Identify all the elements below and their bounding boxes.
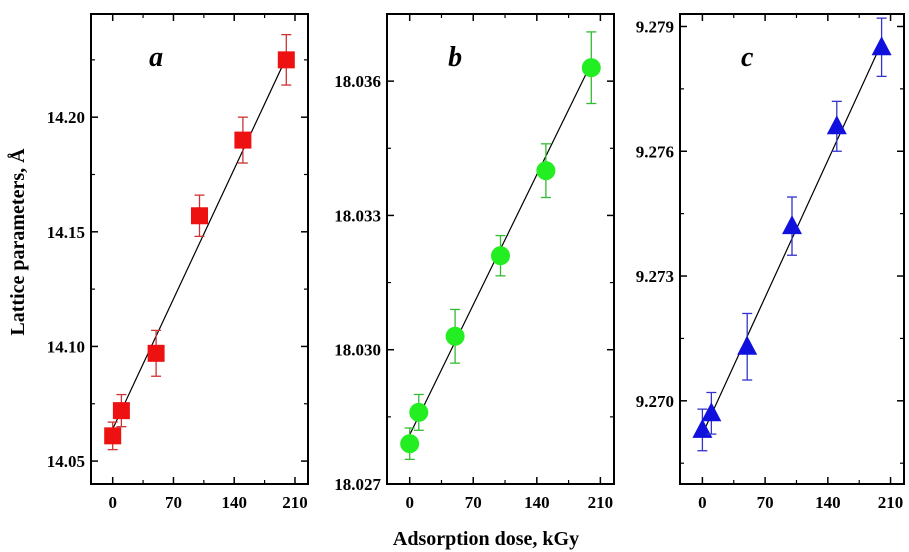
y-axis-title: Lattice parameters, Å xyxy=(6,148,29,336)
x-tick-label: 140 xyxy=(221,493,247,512)
y-tick-label: 9.276 xyxy=(636,142,674,161)
data-point-square xyxy=(234,131,252,149)
data-point-circle xyxy=(400,434,420,454)
chart-panels: 0 70 140 210 14.05 14.10 14.15 14.20 a 0 70 140 210 1… xyxy=(47,13,905,512)
data-point-triangle xyxy=(826,115,847,135)
x-tick-label: 70 xyxy=(165,493,182,512)
data-point-square xyxy=(277,51,295,69)
panel-label: b xyxy=(448,42,462,73)
y-tick-label: 14.20 xyxy=(47,108,85,127)
panel-c: 0 70 140 210 9.270 9.273 9.276 9.279 c xyxy=(636,13,905,512)
y-tick-label: 18.033 xyxy=(334,206,381,225)
data-point-square xyxy=(112,402,130,420)
y-tick-label: 18.036 xyxy=(334,72,381,91)
x-tick-label: 0 xyxy=(698,493,707,512)
panel-label: a xyxy=(149,42,163,73)
fit-line xyxy=(112,57,287,430)
x-tick-label: 140 xyxy=(524,493,550,512)
y-tick-label: 14.15 xyxy=(47,223,85,242)
x-tick-label: 210 xyxy=(282,493,308,512)
panel-label: c xyxy=(741,42,754,73)
data-point-circle xyxy=(409,402,429,422)
data-point-triangle xyxy=(737,335,758,355)
y-tick-label: 9.270 xyxy=(636,392,674,411)
panel-b: 0 70 140 210 18.027 18.030 18.033 18.036 b xyxy=(334,13,615,512)
x-axis-title: Adsorption dose, kGy xyxy=(393,528,579,550)
data-point-square xyxy=(147,344,165,362)
data-point-triangle xyxy=(782,215,802,235)
data-point-square xyxy=(191,207,208,225)
y-tick-label: 14.05 xyxy=(47,452,85,471)
data-point-circle xyxy=(491,246,510,266)
panel-a: 0 70 140 210 14.05 14.10 14.15 14.20 a xyxy=(47,13,309,512)
y-tick-label: 14.10 xyxy=(47,337,85,356)
x-tick-label: 210 xyxy=(878,493,904,512)
x-tick-label: 70 xyxy=(757,493,774,512)
data-point-triangle xyxy=(692,418,713,438)
data-point-circle xyxy=(581,58,601,78)
x-tick-label: 140 xyxy=(815,493,841,512)
plot-frame xyxy=(386,13,615,485)
x-tick-label: 70 xyxy=(465,493,482,512)
y-tick-label: 18.027 xyxy=(334,475,381,494)
y-tick-label: 9.279 xyxy=(636,17,674,36)
y-tick-label: 9.273 xyxy=(636,267,674,286)
y-tick-label: 18.030 xyxy=(334,341,381,360)
plot-frame xyxy=(679,13,905,485)
x-tick-label: 0 xyxy=(405,493,414,512)
data-point-square xyxy=(104,427,122,445)
data-point-circle xyxy=(445,326,465,346)
data-point-circle xyxy=(536,161,556,181)
x-tick-label: 0 xyxy=(108,493,117,512)
data-point-triangle xyxy=(871,36,892,56)
x-tick-label: 210 xyxy=(588,493,614,512)
plot-frame xyxy=(90,13,309,485)
data-point-triangle xyxy=(701,402,722,422)
